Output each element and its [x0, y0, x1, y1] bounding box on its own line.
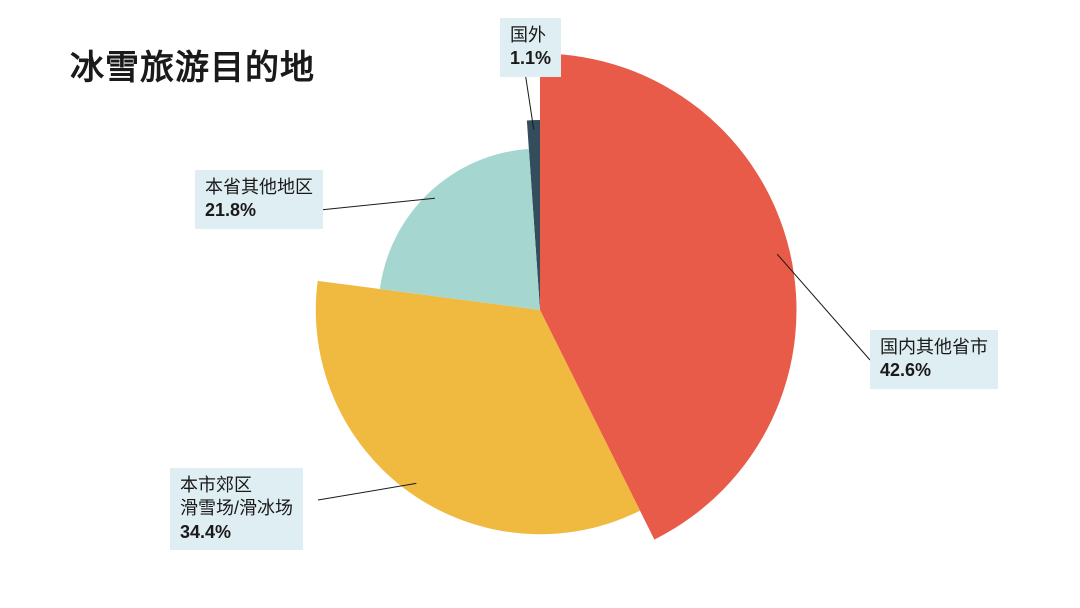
slice-label-pct: 1.1%: [510, 47, 551, 70]
chart-stage: 冰雪旅游目的地 国外1.1%国内其他省市42.6%本市郊区滑雪场/滑冰场34.4…: [0, 0, 1080, 608]
slice-label-pct: 42.6%: [880, 359, 988, 382]
slice-label-pct: 21.8%: [205, 199, 313, 222]
slice-label-name: 国内其他省市: [880, 336, 988, 359]
leader-line: [318, 483, 416, 500]
slice-label-name: 本省其他地区: [205, 176, 313, 199]
pie-chart-svg: [0, 0, 1080, 608]
pie-slice: [380, 149, 540, 310]
slice-label-name: 滑雪场/滑冰场: [180, 497, 293, 520]
slice-label-name: 本市郊区: [180, 474, 293, 497]
slice-label: 国外1.1%: [500, 18, 561, 77]
slice-label: 本省其他地区21.8%: [195, 170, 323, 229]
slice-label-name: 国外: [510, 24, 551, 47]
slice-label: 国内其他省市42.6%: [870, 330, 998, 389]
slice-label: 本市郊区滑雪场/滑冰场34.4%: [170, 468, 303, 550]
slice-label-pct: 34.4%: [180, 521, 293, 544]
